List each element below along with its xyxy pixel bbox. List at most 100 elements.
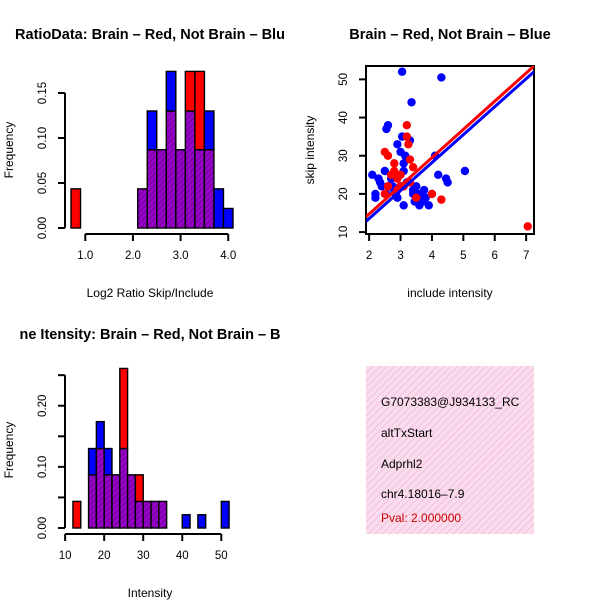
brain-point [390, 166, 399, 176]
not-brain-point [383, 120, 393, 130]
overlap-bar [203, 148, 215, 229]
y-tick-label: 0.00 [37, 517, 49, 539]
info-event-type: altTxStart [381, 426, 433, 440]
overlap-bar [95, 447, 105, 529]
red-fit-line [366, 66, 534, 218]
brain-point [383, 151, 393, 160]
not-brain-point [377, 182, 386, 191]
overlap-bar [175, 148, 187, 229]
not-brain-bar [95, 420, 105, 450]
not-brain-point [371, 189, 380, 199]
brain-point [404, 140, 413, 149]
overlap-bar [111, 474, 121, 529]
x-tick-label: 3 [397, 250, 403, 262]
overlap-bar [184, 110, 196, 229]
scatter-axes: 2 3 4 5 6 7 10 20 30 40 50 [338, 73, 529, 262]
not-brain-bar [103, 447, 113, 476]
overlap-bar [87, 474, 98, 529]
not-brain-point [437, 73, 446, 82]
intensity-scatter: Brain – Red, Not Brain – Blue include in… [303, 27, 551, 300]
ratio-histogram-bars [70, 70, 234, 229]
intensity-histogram-bars [72, 367, 230, 529]
y-tick-label: 30 [338, 149, 350, 162]
not-brain-point [399, 201, 408, 210]
x-tick-label: 4 [429, 250, 436, 262]
overlap-bar [165, 110, 177, 229]
brain-bar [70, 188, 82, 229]
not-brain-bar [165, 70, 177, 112]
brain-bar [194, 70, 206, 151]
intensity-histogram: ne Itensity: Brain – Red, Not Brain – B … [2, 327, 281, 600]
ratio-histogram-axes: 1.0 2.0 3.0 4.0 0.00 0.05 0.10 0.15 [37, 82, 236, 262]
overlap-bar [119, 447, 129, 529]
not-brain-point [396, 147, 405, 157]
scatter-ylabel: skip intensity [303, 116, 317, 185]
ratio-histogram-title: RatioData: Brain – Red, Not Brain – Blu [15, 27, 285, 43]
overlap-bar [103, 474, 113, 529]
x-tick-label: 3.0 [173, 250, 189, 262]
not-brain-bar [181, 514, 191, 529]
overlap-bar [146, 148, 158, 229]
scatter-plot-area [366, 66, 534, 231]
overlap-bar [134, 500, 144, 529]
x-tick-label: 6 [492, 250, 498, 262]
info-gene-name: Adprhl2 [381, 457, 423, 471]
not-brain-bar [146, 110, 158, 151]
not-brain-bar [203, 110, 215, 151]
brain-point [402, 120, 412, 130]
ratio-histogram-ylabel: Frequency [2, 122, 16, 179]
y-tick-label: 0.15 [37, 82, 49, 104]
not-brain-point [421, 193, 430, 202]
scatter-title: Brain – Red, Not Brain – Blue [349, 27, 550, 43]
not-brain-point [397, 67, 407, 76]
x-tick-label: 5 [460, 250, 466, 262]
y-tick-label: 40 [338, 111, 350, 124]
y-tick-label: 0.20 [37, 395, 49, 417]
scatter-xlabel: include intensity [407, 286, 492, 300]
y-tick-label: 0.10 [37, 456, 49, 478]
info-probe-id: G7073383@J934133_RC [381, 395, 520, 409]
not-brain-point [380, 166, 390, 176]
gene-info-panel: G7073383@J934133_RC altTxStart Adprhl2 c… [366, 366, 534, 534]
not-brain-point [424, 201, 434, 210]
y-tick-label: 0.10 [37, 127, 49, 149]
y-tick-label: 20 [338, 188, 350, 201]
brain-point [383, 182, 393, 191]
not-brain-point [368, 170, 377, 180]
intensity-histogram-xlabel: Intensity [128, 586, 173, 600]
intensity-histogram-ylabel: Frequency [2, 422, 16, 479]
not-brain-bar [197, 514, 207, 529]
overlap-bar [194, 148, 206, 229]
x-tick-label: 50 [215, 550, 228, 562]
not-brain-point [393, 140, 402, 149]
not-brain-bar [220, 500, 230, 529]
not-brain-point [407, 98, 416, 107]
brain-point [437, 195, 446, 204]
overlap-bar [137, 188, 148, 229]
x-tick-label: 2.0 [125, 250, 141, 262]
scatter-frame [365, 65, 535, 235]
not-brain-point [399, 159, 408, 168]
not-brain-point [443, 178, 452, 187]
x-tick-label: 2 [366, 250, 372, 262]
not-brain-point [434, 170, 443, 180]
x-tick-label: 10 [59, 550, 72, 562]
overlap-bar [150, 500, 160, 529]
overlap-bar [126, 474, 137, 529]
brain-point [396, 170, 405, 180]
not-brain-point [408, 185, 418, 195]
brain-bar [72, 500, 82, 529]
y-tick-label: 0.05 [37, 172, 49, 194]
overlap-bar [142, 500, 152, 529]
brain-point [523, 222, 532, 231]
ratio-histogram-xlabel: Log2 Ratio Skip/Include [87, 286, 214, 300]
x-tick-label: 4.0 [220, 250, 236, 262]
brain-point [408, 162, 418, 172]
brain-point [405, 155, 415, 164]
brain-point [412, 193, 421, 202]
brain-bar [134, 474, 144, 503]
not-brain-point [460, 166, 470, 176]
info-pval: Pval: 2.000000 [381, 511, 462, 525]
intensity-histogram-title: ne Itensity: Brain – Red, Not Brain – B [19, 327, 280, 343]
